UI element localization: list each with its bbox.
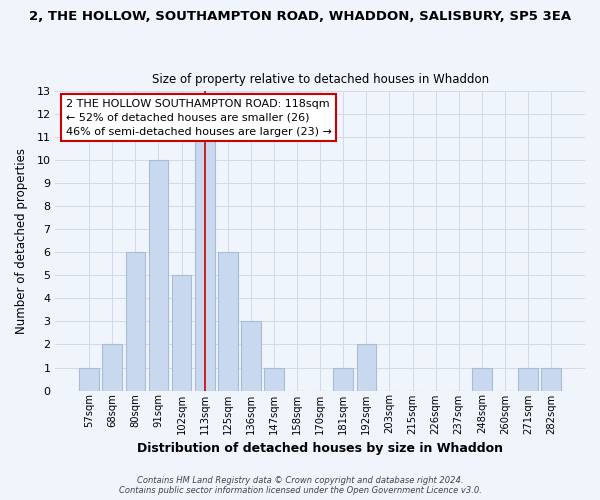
Bar (195, 138, 215, 390)
Bar (218, 252, 238, 390)
Bar (264, 368, 284, 390)
Bar (356, 344, 376, 391)
Text: 2, THE HOLLOW, SOUTHAMPTON ROAD, WHADDON, SALISBURY, SP5 3EA: 2, THE HOLLOW, SOUTHAMPTON ROAD, WHADDON… (29, 10, 571, 23)
Text: 2 THE HOLLOW SOUTHAMPTON ROAD: 118sqm
← 52% of detached houses are smaller (26)
: 2 THE HOLLOW SOUTHAMPTON ROAD: 118sqm ← … (66, 99, 332, 137)
Bar (149, 160, 169, 390)
Title: Size of property relative to detached houses in Whaddon: Size of property relative to detached ho… (152, 73, 489, 86)
Bar (472, 368, 491, 390)
Bar (241, 322, 260, 390)
Y-axis label: Number of detached properties: Number of detached properties (15, 148, 28, 334)
Bar (334, 368, 353, 390)
Bar (541, 368, 561, 390)
Bar (172, 276, 191, 390)
X-axis label: Distribution of detached houses by size in Whaddon: Distribution of detached houses by size … (137, 442, 503, 455)
Bar (518, 368, 538, 390)
Text: Contains HM Land Registry data © Crown copyright and database right 2024.
Contai: Contains HM Land Registry data © Crown c… (119, 476, 481, 495)
Bar (79, 368, 99, 390)
Bar (125, 252, 145, 390)
Bar (103, 344, 122, 391)
